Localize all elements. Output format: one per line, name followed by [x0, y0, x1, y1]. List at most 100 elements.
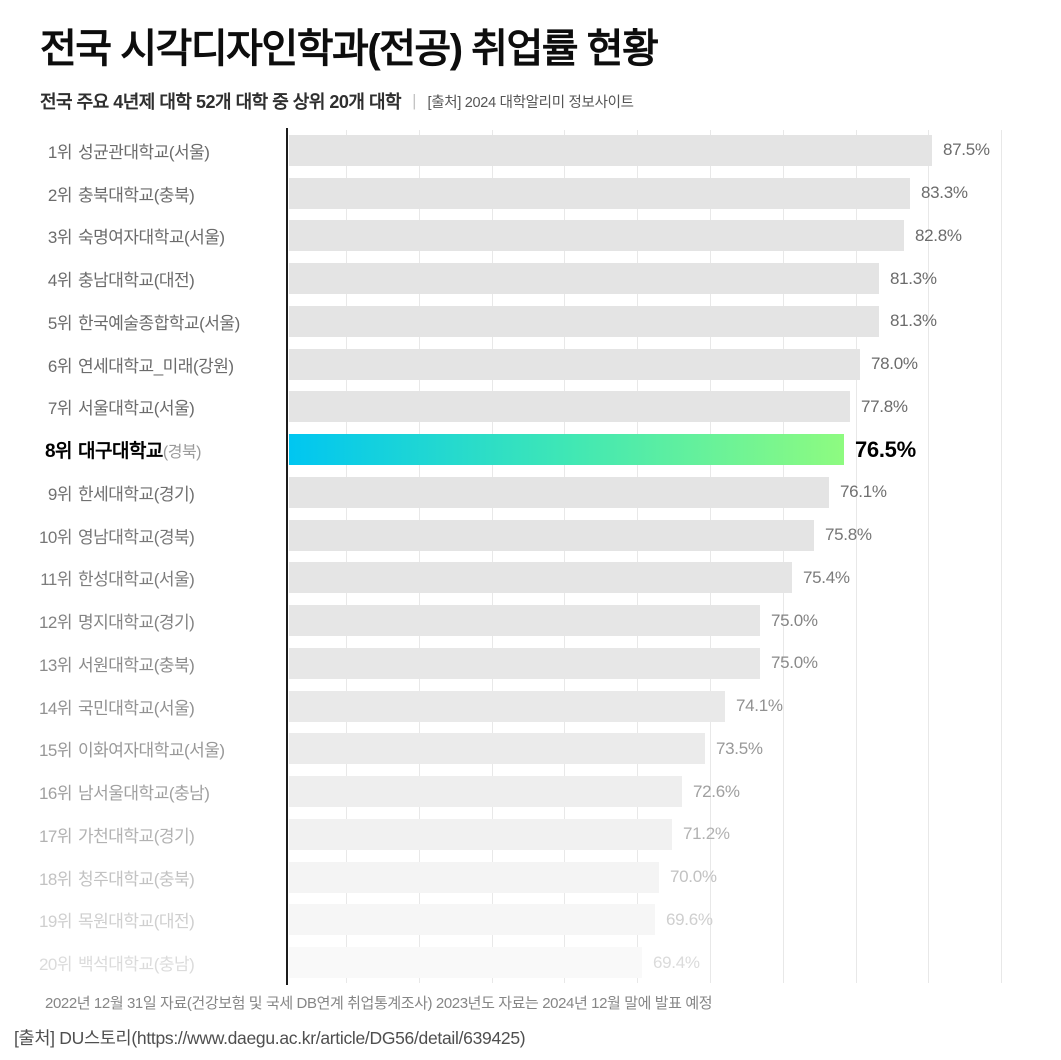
university-name: 목원대학교 — [78, 912, 154, 932]
chart-row: 4위 충남대학교 (대전) 81.3% — [0, 257, 1061, 300]
chart-row: 6위 연세대학교_미래 (강원) 78.0% — [0, 343, 1061, 386]
region-label: (충북) — [153, 655, 195, 675]
chart-rows: 1위 성균관대학교 (서울) 87.5% 2위 충북대학교 (충북) 83.3%… — [0, 129, 1061, 984]
university-name: 국민대학교 — [78, 698, 154, 718]
rank-label: 7위 — [47, 399, 73, 419]
bar — [289, 904, 655, 936]
university-name: 숙명여자대학교 — [78, 228, 184, 248]
region-label: (경기) — [153, 826, 195, 846]
rank-label: 9위 — [47, 484, 73, 504]
university-name: 대구대학교 — [78, 441, 163, 463]
row-label: 19위 목원대학교 (대전) — [0, 907, 287, 932]
bar — [289, 177, 910, 209]
chart-row: 2위 충북대학교 (충북) 83.3% — [0, 172, 1061, 215]
bar-track: 71.2% — [287, 818, 1061, 850]
university-name: 명지대학교 — [78, 613, 154, 633]
bar-track: 77.8% — [287, 391, 1061, 423]
value-label: 72.6% — [693, 781, 740, 801]
chart-row: 11위 한성대학교 (서울) 75.4% — [0, 557, 1061, 600]
region-label: (서울) — [168, 142, 210, 162]
bar-track: 75.0% — [287, 605, 1061, 637]
region-label: (대전) — [153, 271, 195, 291]
row-label: 16위 남서울대학교 (충남) — [0, 779, 287, 804]
rank-label: 13위 — [38, 655, 73, 675]
bar-track: 82.8% — [287, 220, 1061, 252]
bar-track: 75.0% — [287, 647, 1061, 679]
bar — [289, 818, 672, 850]
university-name: 서원대학교 — [78, 655, 154, 675]
bar-track: 76.1% — [287, 476, 1061, 508]
row-label: 7위 서울대학교 (서울) — [0, 394, 287, 419]
bar — [289, 434, 844, 466]
bar — [289, 391, 850, 423]
value-label: 82.8% — [915, 225, 962, 245]
chart-row: 13위 서원대학교 (충북) 75.0% — [0, 642, 1061, 685]
bar-track: 72.6% — [287, 776, 1061, 808]
value-label: 71.2% — [683, 824, 730, 844]
rank-label: 4위 — [47, 271, 73, 291]
bar — [289, 263, 879, 295]
university-name: 영남대학교 — [78, 527, 154, 547]
subtitle-row: 전국 주요 4년제 대학 52개 대학 중 상위 20개 대학 | [출처] 2… — [40, 88, 634, 114]
region-label: (경기) — [153, 613, 195, 633]
value-label: 76.1% — [840, 482, 887, 502]
bar — [289, 476, 829, 508]
bar-chart: 1위 성균관대학교 (서울) 87.5% 2위 충북대학교 (충북) 83.3%… — [0, 128, 1061, 986]
bar-track: 69.4% — [287, 947, 1061, 979]
university-name: 청주대학교 — [78, 869, 154, 889]
bar — [289, 562, 792, 594]
rank-label: 1위 — [47, 142, 73, 162]
university-name: 한국예술종합학교 — [78, 313, 200, 333]
region-label: (서울) — [153, 570, 195, 590]
university-name: 백석대학교 — [78, 955, 154, 975]
bar-track: 73.5% — [287, 733, 1061, 765]
rank-label: 16위 — [38, 784, 73, 804]
subtitle-separator: | — [412, 91, 417, 110]
rank-label: 8위 — [44, 441, 73, 463]
row-label: 4위 충남대학교 (대전) — [0, 266, 287, 291]
value-label: 83.3% — [921, 183, 968, 203]
bar — [289, 776, 682, 808]
value-label: 75.0% — [771, 610, 818, 630]
university-name: 충북대학교 — [78, 185, 154, 205]
chart-row: 9위 한세대학교 (경기) 76.1% — [0, 471, 1061, 514]
region-label: (경북) — [162, 444, 202, 462]
rank-label: 2위 — [47, 185, 73, 205]
value-label: 81.3% — [890, 268, 937, 288]
region-label: (서울) — [183, 228, 225, 248]
region-label: (충북) — [153, 869, 195, 889]
rank-label: 20위 — [38, 955, 73, 975]
bar — [289, 220, 904, 252]
row-label: 17위 가천대학교 (경기) — [0, 822, 287, 847]
rank-label: 14위 — [38, 698, 73, 718]
subtitle: 전국 주요 4년제 대학 52개 대학 중 상위 20개 대학 — [40, 92, 402, 112]
row-label: 5위 한국예술종합학교 (서울) — [0, 309, 287, 334]
value-label: 81.3% — [890, 311, 937, 331]
bar-track: 75.8% — [287, 519, 1061, 551]
university-name: 이화여자대학교 — [78, 741, 184, 761]
rank-label: 11위 — [40, 570, 72, 590]
region-label: (서울) — [153, 399, 195, 419]
region-label: (경북) — [153, 527, 195, 547]
chart-row: 20위 백석대학교 (충남) 69.4% — [0, 941, 1061, 984]
university-name: 연세대학교_미래 — [78, 356, 193, 376]
bar — [289, 605, 760, 637]
chart-row: 8위 대구대학교 (경북) 76.5% — [0, 428, 1061, 471]
row-label: 3위 숙명여자대학교 (서울) — [0, 223, 287, 248]
row-label: 1위 성균관대학교 (서울) — [0, 138, 287, 163]
source-line: [출처] DU스토리(https://www.daegu.ac.kr/artic… — [14, 1028, 526, 1048]
row-label: 6위 연세대학교_미래 (강원) — [0, 352, 287, 377]
bar — [289, 690, 725, 722]
value-label: 75.8% — [825, 525, 872, 545]
value-label: 75.4% — [803, 567, 850, 587]
row-label: 12위 명지대학교 (경기) — [0, 608, 287, 633]
bar-track: 83.3% — [287, 177, 1061, 209]
footnote: 2022년 12월 31일 자료(건강보험 및 국세 DB연계 취업통계조사) … — [45, 995, 713, 1012]
value-label: 78.0% — [871, 354, 918, 374]
chart-row: 12위 명지대학교 (경기) 75.0% — [0, 599, 1061, 642]
page-title: 전국 시각디자인학과(전공) 취업률 현황 — [40, 27, 659, 71]
bar-track: 70.0% — [287, 861, 1061, 893]
bar-track: 81.3% — [287, 305, 1061, 337]
chart-row: 14위 국민대학교 (서울) 74.1% — [0, 685, 1061, 728]
